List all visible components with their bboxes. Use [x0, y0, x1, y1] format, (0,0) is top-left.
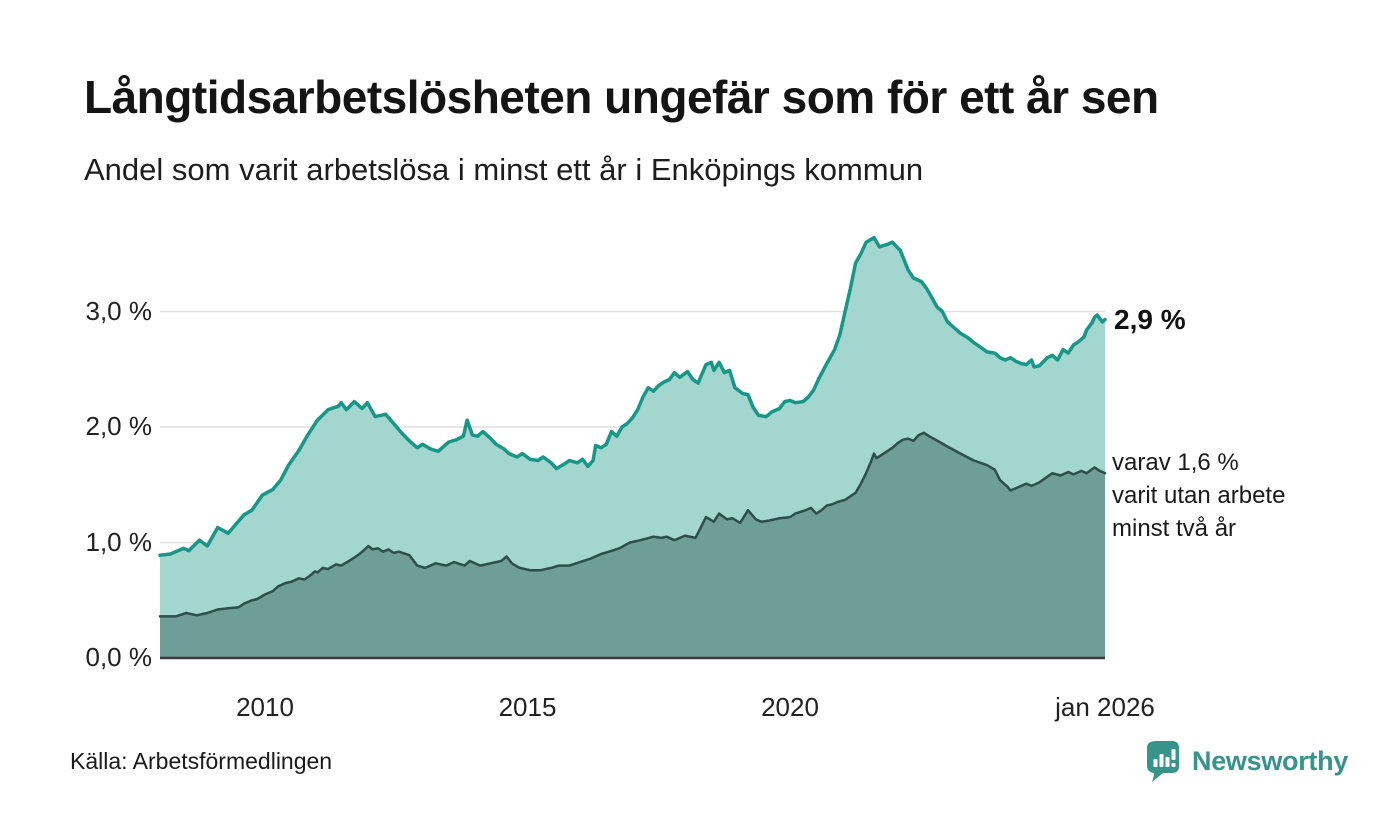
- page-title: Långtidsarbetslösheten ungefär som för e…: [84, 71, 1159, 123]
- secondary-series-annotation: varav 1,6 % varit utan arbete minst två …: [1112, 446, 1285, 545]
- x-axis-label: 2020: [761, 692, 819, 722]
- x-axis-label: jan 2026: [1055, 692, 1155, 722]
- annotation-line-1: varav 1,6 %: [1112, 449, 1239, 476]
- chart-subtitle: Andel som varit arbetslösa i minst ett å…: [84, 152, 924, 187]
- line-unemployed-1yr: [158, 235, 1107, 557]
- area-unemployed-2yr: [160, 432, 1105, 658]
- y-axis-label: 0,0 %: [85, 642, 153, 672]
- y-axis-label: 2,0 %: [85, 411, 153, 441]
- newsworthy-brand: Newsworthy: [1146, 740, 1348, 782]
- source-caption: Källa: Arbetsförmedlingen: [70, 748, 333, 774]
- newsworthy-logo-icon: [1147, 741, 1179, 782]
- x-axis-label: 2015: [498, 692, 557, 722]
- x-axis-label: 2010: [236, 692, 294, 722]
- annotation-line-2: varit utan arbete: [1112, 482, 1286, 509]
- y-axis-label: 3,0 %: [85, 295, 153, 326]
- line-unemployed-2yr: [158, 431, 1107, 618]
- newsworthy-logo-text: Newsworthy: [1192, 745, 1349, 776]
- y-axis-label: 1,0 %: [85, 526, 153, 557]
- latest-value-label: 2,9 %: [1114, 304, 1186, 335]
- annotation-line-3: minst två år: [1112, 515, 1237, 542]
